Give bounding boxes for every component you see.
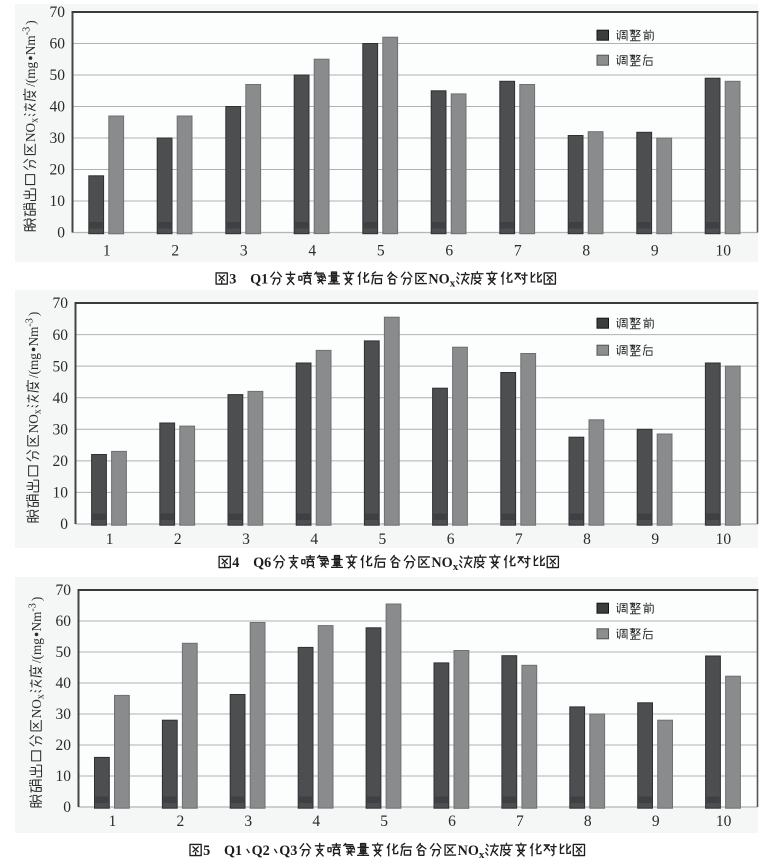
svg-text:-3: -3	[22, 27, 33, 36]
svg-text:10: 10	[50, 193, 66, 210]
svg-text:x: x	[479, 849, 485, 859]
svg-text:50: 50	[53, 358, 69, 375]
svg-text:5: 5	[377, 243, 385, 260]
svg-text:Q3: Q3	[279, 843, 297, 859]
svg-text:8: 8	[583, 531, 591, 548]
svg-text:50: 50	[56, 644, 72, 661]
svg-text:1: 1	[106, 531, 114, 548]
svg-text:1: 1	[109, 813, 117, 830]
svg-text:10: 10	[56, 768, 72, 785]
svg-text:0: 0	[57, 225, 65, 242]
svg-text:9: 9	[651, 243, 659, 260]
svg-text:-3: -3	[28, 603, 39, 612]
svg-text:60: 60	[50, 36, 66, 53]
svg-text:0: 0	[60, 516, 68, 533]
svg-text:4: 4	[308, 243, 316, 260]
svg-text:NO: NO	[428, 272, 449, 288]
svg-text:): )	[23, 20, 38, 24]
svg-text:20: 20	[56, 737, 72, 754]
svg-text:Nm: Nm	[23, 35, 38, 56]
svg-text:NO: NO	[29, 699, 44, 718]
svg-text:1: 1	[103, 243, 111, 260]
svg-text:70: 70	[53, 295, 69, 312]
svg-text:30: 30	[53, 422, 69, 439]
svg-text:3: 3	[240, 243, 248, 260]
svg-text:40: 40	[53, 390, 69, 407]
svg-text:40: 40	[56, 675, 72, 692]
svg-text:10: 10	[715, 243, 731, 260]
svg-text:/(mg: /(mg	[23, 61, 38, 86]
svg-text:30: 30	[56, 706, 72, 723]
svg-text:Q6: Q6	[253, 555, 271, 571]
svg-text:5: 5	[203, 843, 210, 859]
svg-text:70: 70	[56, 582, 72, 599]
svg-text:8: 8	[582, 243, 590, 260]
svg-text:5: 5	[379, 531, 387, 548]
svg-text:/(mg: /(mg	[26, 353, 41, 378]
svg-text:Q2: Q2	[252, 843, 270, 859]
svg-text:6: 6	[445, 243, 453, 260]
svg-text:Q1: Q1	[250, 272, 268, 288]
svg-text:2: 2	[174, 531, 182, 548]
svg-text:3: 3	[242, 531, 250, 548]
svg-text:Q1: Q1	[224, 843, 242, 859]
svg-text:6: 6	[447, 531, 455, 548]
svg-text:10: 10	[716, 813, 732, 830]
svg-text:6: 6	[448, 813, 456, 830]
svg-text:8: 8	[584, 813, 592, 830]
svg-text:x: x	[450, 277, 456, 289]
svg-text:30: 30	[50, 130, 66, 147]
svg-text:50: 50	[50, 67, 66, 84]
svg-text:NO: NO	[26, 414, 41, 433]
svg-text:3: 3	[229, 272, 236, 288]
svg-text:7: 7	[514, 243, 522, 260]
svg-text:NO: NO	[431, 555, 452, 571]
svg-text:10: 10	[716, 531, 732, 548]
svg-text:4: 4	[232, 555, 239, 571]
svg-text:3: 3	[244, 813, 252, 830]
svg-text:9: 9	[652, 813, 660, 830]
svg-text:60: 60	[53, 327, 69, 344]
svg-text:20: 20	[50, 162, 66, 179]
svg-text:2: 2	[177, 813, 185, 830]
svg-text:-3: -3	[25, 318, 36, 327]
svg-text:x: x	[33, 409, 44, 414]
svg-text:Nm: Nm	[29, 611, 44, 632]
svg-text:7: 7	[516, 813, 524, 830]
svg-text:4: 4	[312, 813, 320, 830]
svg-text:70: 70	[50, 4, 66, 21]
svg-text:x: x	[453, 561, 459, 573]
svg-text:x: x	[30, 118, 41, 123]
svg-text:20: 20	[53, 453, 69, 470]
svg-text:): )	[29, 597, 44, 601]
svg-text:NO: NO	[458, 843, 479, 859]
svg-text:x: x	[36, 694, 47, 699]
svg-text:9: 9	[651, 531, 659, 548]
svg-text:/(mg: /(mg	[29, 638, 44, 663]
svg-text:5: 5	[380, 813, 388, 830]
svg-text:2: 2	[171, 243, 179, 260]
svg-text:10: 10	[53, 485, 69, 502]
svg-text:7: 7	[515, 531, 523, 548]
svg-text:0: 0	[63, 799, 71, 816]
svg-text:Nm: Nm	[26, 326, 41, 347]
svg-text:4: 4	[310, 531, 318, 548]
svg-text:): )	[26, 312, 41, 316]
svg-text:60: 60	[56, 613, 72, 630]
svg-text:40: 40	[50, 99, 66, 116]
svg-text:NO: NO	[23, 123, 38, 142]
